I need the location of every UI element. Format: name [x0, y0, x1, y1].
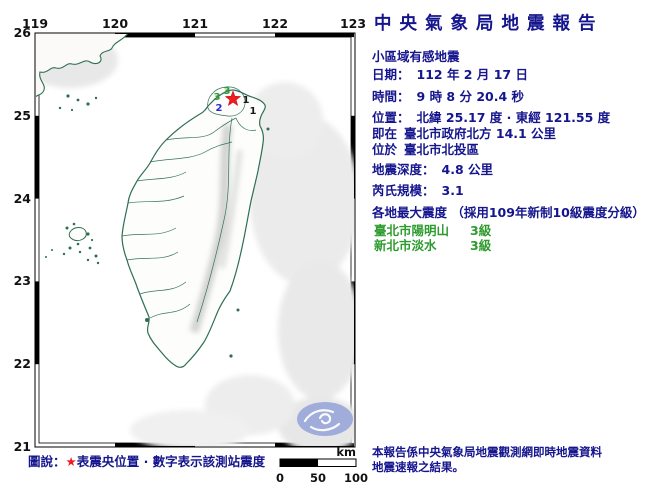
field-label: 位於: [372, 142, 398, 157]
field-time: 時間： 9 時 8 分 20.4 秒: [372, 86, 524, 105]
lon-label: 123: [340, 16, 366, 31]
field-relative-position: 即在 臺北市政府北方 14.1 公里: [372, 123, 556, 142]
lon-label: 122: [262, 16, 288, 31]
legend-text: 表震央位置 · 數字表示該測站震度: [76, 454, 266, 469]
lon-label: 119: [22, 16, 48, 31]
frame-black-segment: [35, 115, 40, 199]
small-islands: [145, 127, 270, 358]
orchid-island: [229, 354, 233, 358]
frame-black-segment: [275, 33, 354, 38]
lat-label: 25: [14, 108, 31, 123]
scale-tick: 100: [344, 471, 368, 485]
field-value: 112 年 2 月 17 日: [416, 67, 528, 82]
lat-label: 21: [14, 439, 31, 454]
field-depth: 地震深度： 4.8 公里: [372, 159, 493, 178]
frame-black-segment: [351, 115, 355, 199]
field-label: 地震深度：: [372, 162, 435, 177]
green-island: [236, 308, 240, 312]
field-location: 位置： 北緯 25.17 度 · 東經 121.55 度: [372, 107, 610, 126]
bathymetry-shading: [36, 34, 354, 446]
longitude-axis: 119 120 121 122 123: [22, 16, 366, 31]
legend-prefix: 圖說：: [28, 454, 66, 469]
field-label: 即在: [372, 126, 398, 141]
lon-label: 121: [182, 16, 208, 31]
latitude-axis: 26 25 24 23 22 21: [14, 25, 32, 454]
field-label: 芮氏規模：: [372, 183, 435, 198]
field-label: 時間：: [372, 89, 410, 104]
scale-tick: 50: [310, 471, 326, 485]
frame-black-segment: [115, 33, 195, 38]
station-intensity-label: 1: [243, 95, 250, 106]
mainland-coastline: [36, 34, 128, 98]
epicenter-star-glyph: ★: [66, 454, 77, 469]
intensity-station-row: 新北市淡水 3級: [374, 235, 491, 254]
cwb-watermark-logo: [297, 402, 353, 436]
field-value: 9 時 8 分 20.4 秒: [416, 89, 525, 104]
epicenter-star: [224, 90, 242, 107]
station-intensity-label: 2: [216, 103, 223, 114]
field-value: 臺北市北投區: [404, 142, 480, 157]
station-name: 臺北市陽明山: [374, 223, 450, 238]
taiwan-map: 119 120 121 122 123 26 25 24 23 22 21: [14, 16, 368, 485]
field-value: 3.1: [441, 183, 464, 198]
station-level: 3級: [470, 238, 492, 253]
footnote-line: 本報告係中央氣象局地震觀測網即時地震資料: [372, 445, 602, 459]
intensity-station-row: 臺北市陽明山 3級: [374, 220, 491, 239]
lat-label: 22: [14, 356, 31, 371]
field-value: 北緯 25.17 度 · 東經 121.55 度: [416, 110, 611, 125]
scale-bar: km 0 50 100: [276, 445, 368, 485]
station-intensity-label: 3: [214, 92, 221, 103]
field-date: 日期： 112 年 2 月 17 日: [372, 64, 528, 83]
lat-label: 23: [14, 273, 31, 288]
station-name: 新北市淡水: [374, 238, 437, 253]
lon-label: 120: [102, 16, 128, 31]
offshore-islets: [58, 94, 98, 112]
report-title: 中央氣象局地震報告: [374, 14, 604, 34]
frame-black-segment: [35, 281, 40, 365]
county-boundaries: [121, 86, 257, 323]
field-district: 位於 臺北市北投區: [372, 139, 479, 158]
field-value: 臺北市政府北方 14.1 公里: [404, 126, 557, 141]
station-level: 3級: [470, 223, 492, 238]
station-intensity-label: 3: [224, 86, 231, 97]
field-label: 日期：: [372, 67, 410, 82]
report-subtitle: 小區域有感地震: [372, 49, 460, 64]
field-label: 位置：: [372, 110, 410, 125]
scale-unit: km: [336, 445, 356, 459]
map-legend: 圖說：★表震央位置 · 數字表示該測站震度: [28, 454, 266, 469]
guishan-island: [266, 127, 270, 131]
lat-label: 26: [14, 25, 32, 40]
scale-tick: 0: [276, 471, 284, 485]
intensity-header: 各地最大震度 （採用109年新制10級震度分級）: [372, 205, 645, 220]
liuqiu-island: [145, 318, 149, 322]
field-value: 4.8 公里: [441, 162, 494, 177]
field-magnitude: 芮氏規模： 3.1: [372, 180, 464, 199]
lat-label: 24: [14, 191, 32, 206]
penghu-islands: [45, 222, 100, 265]
footnote-line: 地震速報之結果。: [372, 460, 464, 474]
station-intensity-label: 1: [250, 106, 257, 117]
